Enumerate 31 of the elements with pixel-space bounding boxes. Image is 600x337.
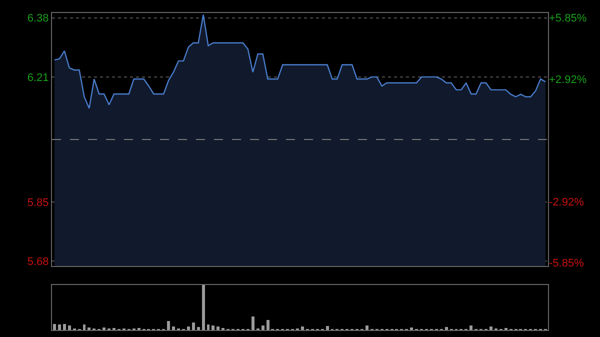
bar — [102, 327, 106, 330]
bar — [212, 326, 215, 330]
bar — [326, 326, 329, 330]
bar — [62, 324, 66, 330]
bar — [261, 326, 264, 330]
bar — [186, 326, 190, 330]
bar — [52, 324, 56, 330]
y-tick-label: 5.85 — [27, 196, 49, 209]
y2-tick-label: +5.85% — [549, 12, 587, 25]
bar — [470, 326, 473, 330]
y2-tick-label: +2.92% — [549, 74, 587, 86]
bar — [68, 326, 71, 330]
bar — [172, 326, 176, 330]
y2-tick-label: -5.85% — [549, 258, 584, 270]
bar — [216, 326, 220, 330]
y2-tick-label: -2.92% — [549, 196, 584, 208]
bar — [202, 285, 205, 330]
bar — [410, 327, 414, 330]
bar — [88, 327, 91, 330]
bar — [58, 324, 61, 330]
y-tick-label: 6.21 — [27, 72, 49, 84]
bar — [167, 321, 170, 330]
y-tick-label: 5.68 — [27, 256, 49, 268]
bar — [489, 326, 492, 330]
bar — [365, 326, 368, 330]
bar — [196, 326, 200, 330]
bar — [300, 326, 304, 330]
bar — [251, 316, 254, 330]
y-tick-label: 6.38 — [27, 12, 49, 25]
bar — [192, 322, 195, 330]
bar — [444, 326, 448, 330]
